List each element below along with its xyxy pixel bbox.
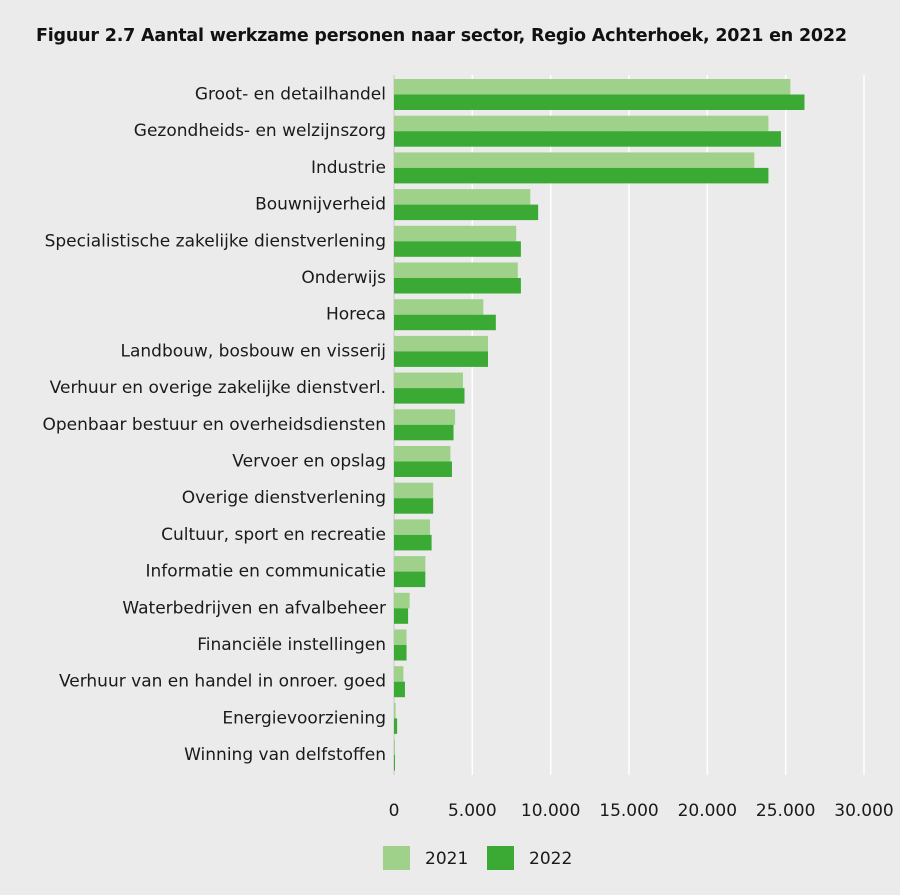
bar-2021 — [394, 262, 518, 278]
bar-2021 — [394, 335, 488, 352]
bar-2022 — [394, 461, 452, 477]
bar-2021 — [394, 666, 404, 682]
bar-2022 — [394, 755, 395, 771]
bar-2021 — [394, 482, 434, 499]
bar-2022 — [394, 534, 432, 551]
bar-2022 — [394, 498, 434, 514]
category-label: Horeca — [326, 305, 386, 325]
bar-2021 — [394, 446, 451, 462]
bar-2022 — [394, 241, 521, 257]
bar-2022 — [394, 608, 409, 624]
bar-2021 — [394, 556, 426, 572]
bar-2021 — [394, 519, 431, 535]
category-label: Bouwnijverheid — [255, 195, 386, 215]
legend-swatch — [487, 846, 514, 870]
bar-2022 — [394, 718, 398, 734]
category-label: Vervoer en opslag — [232, 452, 386, 472]
category-label: Energievoorziening — [222, 708, 386, 728]
x-tick-label: 5.000 — [448, 801, 497, 821]
x-tick-label: 0 — [389, 801, 400, 821]
legend-swatch — [383, 846, 410, 870]
legend-label: 2022 — [529, 849, 572, 869]
bar-2022 — [394, 571, 426, 588]
x-tick-label: 25.000 — [756, 801, 815, 821]
bar-2022 — [394, 278, 521, 294]
category-label: Gezondheids- en welzijnszorg — [134, 121, 386, 141]
bar-2021 — [394, 409, 456, 425]
bar-2022 — [394, 167, 769, 184]
category-label: Openbaar bestuur en overheidsdiensten — [43, 415, 387, 435]
x-axis-ticks: 0 5.000 10.000 15.000 20.000 25.000 30.000 — [389, 801, 894, 821]
legend-label: 2021 — [425, 849, 468, 869]
bar-2021 — [394, 79, 791, 95]
bar-2022 — [394, 424, 454, 441]
bar-2021 — [394, 152, 755, 168]
category-label: Financiële instellingen — [197, 635, 386, 655]
bar-2021 — [394, 592, 410, 609]
category-label: Onderwijs — [301, 268, 386, 288]
category-label: Cultuur, sport en recreatie — [161, 525, 386, 545]
bar-2022 — [394, 314, 496, 331]
bar-2022 — [394, 94, 805, 110]
x-tick-label: 30.000 — [834, 801, 893, 821]
category-label: Informatie en communicatie — [146, 562, 386, 582]
category-label: Groot- en detailhandel — [195, 85, 386, 105]
bar-2021 — [394, 739, 395, 756]
bar-2022 — [394, 681, 405, 698]
category-label: Overige dienstverlening — [182, 488, 386, 508]
category-label: Verhuur van en handel in onroer. goed — [59, 672, 386, 692]
bar-2022 — [394, 645, 407, 661]
category-label: Specialistische zakelijke dienstverlenin… — [45, 231, 386, 251]
bar-2021 — [394, 702, 396, 719]
bars — [394, 79, 805, 771]
bar-2021 — [394, 629, 407, 645]
bar-2022 — [394, 131, 781, 147]
category-labels: Groot- en detailhandel Gezondheids- en we… — [43, 85, 387, 766]
category-label: Verhuur en overige zakelijke dienstverl. — [50, 378, 386, 398]
category-label: Winning van delfstoffen — [184, 745, 386, 765]
bar-2022 — [394, 204, 539, 221]
legend: 2021 2022 — [383, 846, 572, 870]
category-label: Industrie — [311, 158, 386, 178]
x-tick-label: 20.000 — [678, 801, 737, 821]
x-tick-label: 10.000 — [521, 801, 580, 821]
x-tick-label: 15.000 — [599, 801, 658, 821]
bar-2021 — [394, 299, 484, 315]
chart-title: Figuur 2.7 Aantal werkzame personen naar… — [36, 26, 847, 46]
bar-2022 — [394, 351, 488, 367]
category-label: Landbouw, bosbouw en visserij — [121, 341, 386, 361]
category-label: Waterbedrijven en afvalbeheer — [122, 598, 386, 618]
bar-2021 — [394, 225, 517, 242]
bar-2021 — [394, 115, 769, 132]
bar-2021 — [394, 189, 531, 205]
bar-2021 — [394, 372, 463, 389]
bar-2022 — [394, 388, 465, 404]
